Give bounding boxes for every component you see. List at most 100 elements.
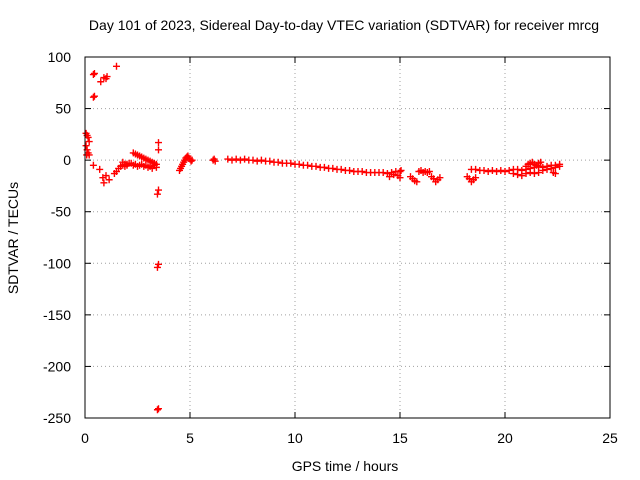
y-tick-label: -150	[43, 307, 71, 323]
data-point	[85, 138, 93, 146]
data-point	[497, 166, 505, 174]
data-point	[488, 166, 496, 174]
data-point	[97, 78, 105, 86]
x-tick-label: 0	[81, 430, 89, 446]
data-point	[155, 405, 162, 413]
data-point	[551, 170, 559, 178]
axis-ticks	[84, 56, 611, 419]
data-point	[236, 156, 244, 164]
data-point	[103, 73, 111, 81]
data-point	[123, 161, 131, 169]
data-point	[155, 139, 162, 147]
data-point	[379, 169, 387, 177]
y-tick-label: -200	[43, 358, 71, 374]
data-point	[274, 158, 282, 166]
data-point	[320, 163, 328, 171]
data-point	[241, 155, 249, 163]
x-tick-label: 15	[392, 430, 408, 446]
grid-lines	[85, 57, 610, 418]
data-point	[89, 93, 97, 101]
x-axis-label: GPS time / hours	[292, 458, 399, 474]
y-tick-label: -100	[43, 255, 71, 271]
data-point	[90, 92, 98, 100]
data-point	[266, 157, 274, 165]
data-point	[100, 179, 108, 187]
data-point	[505, 166, 513, 174]
data-point	[249, 156, 257, 164]
data-point	[518, 172, 526, 180]
data-point	[155, 186, 162, 194]
data-point	[228, 156, 236, 164]
data-point	[329, 164, 337, 172]
data-point	[539, 166, 547, 174]
data-point	[287, 159, 295, 167]
data-point	[551, 163, 559, 171]
data-point	[337, 165, 345, 173]
data-point	[90, 70, 98, 78]
data-point	[547, 164, 555, 172]
data-point	[480, 166, 488, 174]
data-point	[526, 169, 534, 177]
x-tick-label: 10	[287, 430, 303, 446]
data-point	[436, 174, 444, 182]
data-point	[84, 133, 92, 141]
data-point	[102, 172, 110, 180]
y-tick-label: -250	[43, 410, 71, 426]
data-point	[257, 156, 265, 164]
data-point	[155, 146, 162, 154]
data-point	[397, 166, 405, 174]
data-point	[522, 170, 530, 178]
data-point	[187, 157, 195, 165]
data-point	[89, 71, 97, 79]
data-point	[396, 167, 404, 175]
data-point	[113, 62, 120, 70]
data-point	[152, 163, 160, 171]
x-tick-label: 25	[602, 430, 618, 446]
data-point	[556, 162, 564, 170]
data-point	[188, 156, 196, 164]
data-point	[155, 260, 162, 268]
plot-frame	[84, 56, 611, 419]
tick-labels: 0 5 10 15 20 25 100 50 0 -50 -100 -150 -200 -250	[43, 49, 618, 446]
data-point	[530, 170, 538, 178]
data-point	[413, 178, 421, 186]
data-point	[153, 406, 161, 414]
data-points	[82, 62, 564, 414]
data-point	[346, 166, 354, 174]
x-tick-label: 5	[186, 430, 194, 446]
data-point	[493, 167, 501, 175]
y-tick-label: 50	[55, 101, 71, 117]
data-point	[96, 165, 104, 173]
data-point	[358, 167, 366, 175]
data-point	[501, 167, 509, 175]
data-point	[89, 161, 97, 169]
chart-title: Day 101 of 2023, Sidereal Day-to-day VTE…	[89, 17, 599, 33]
data-point	[390, 171, 398, 179]
y-tick-label: -50	[51, 204, 71, 220]
data-point	[232, 155, 240, 163]
data-point	[224, 155, 232, 163]
data-point	[85, 151, 93, 159]
data-point	[472, 165, 480, 173]
data-point	[509, 170, 517, 178]
data-point	[514, 171, 522, 179]
data-point	[484, 167, 492, 175]
data-point	[105, 176, 113, 184]
data-point	[543, 165, 551, 173]
data-point	[312, 162, 320, 170]
data-point	[425, 167, 433, 175]
data-point	[153, 190, 161, 198]
data-point	[472, 174, 480, 182]
data-point	[119, 158, 127, 166]
data-point	[82, 142, 90, 150]
data-point	[304, 161, 312, 169]
y-axis-label: SDTVAR / TECUs	[5, 182, 21, 294]
y-tick-label: 0	[63, 152, 71, 168]
data-point	[211, 157, 219, 165]
data-point	[153, 263, 161, 271]
data-point	[396, 174, 404, 182]
x-tick-label: 20	[497, 430, 513, 446]
data-point	[535, 169, 543, 177]
data-point	[295, 160, 303, 168]
